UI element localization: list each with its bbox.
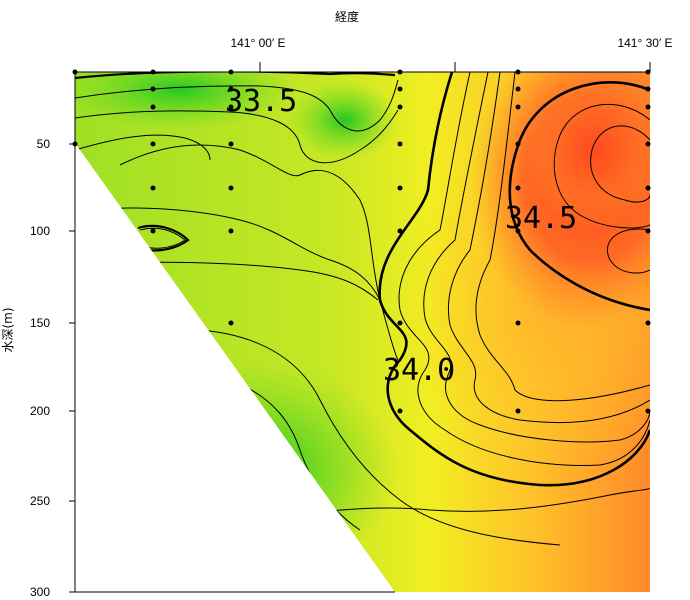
station-dot xyxy=(645,320,651,326)
station-dot xyxy=(397,104,403,110)
y-tick-label: 150 xyxy=(30,316,50,330)
station-dot xyxy=(645,104,651,110)
station-dot xyxy=(645,185,651,191)
station-dot xyxy=(397,228,403,234)
y-tick-label: 300 xyxy=(30,585,50,599)
station-dot xyxy=(515,185,521,191)
station-dot xyxy=(228,228,234,234)
station-dot xyxy=(150,104,156,110)
station-dot xyxy=(645,228,651,234)
station-dot xyxy=(150,86,156,92)
station-dot xyxy=(397,86,403,92)
station-dot xyxy=(645,408,651,414)
station-dot xyxy=(515,141,521,147)
x-tick-label: 141° 30′ E xyxy=(617,36,672,50)
station-dot xyxy=(150,228,156,234)
station-dot xyxy=(228,86,234,92)
station-dot xyxy=(515,104,521,110)
contour-34-0 xyxy=(378,72,650,487)
station-dot xyxy=(397,141,403,147)
station-dot xyxy=(397,185,403,191)
station-dot xyxy=(397,408,403,414)
station-dot xyxy=(150,141,156,147)
station-dot xyxy=(645,141,651,147)
contour-34-5 xyxy=(508,81,650,312)
station-dots xyxy=(72,69,651,414)
contour-label-34-0: 34.0 xyxy=(383,353,455,388)
station-dot xyxy=(515,408,521,414)
y-tick-label: 200 xyxy=(30,404,50,418)
station-dot xyxy=(515,320,521,326)
station-dot xyxy=(150,185,156,191)
axes xyxy=(69,62,651,593)
station-dot xyxy=(515,86,521,92)
y-tick-label: 250 xyxy=(30,494,50,508)
station-dot xyxy=(228,320,234,326)
station-dot xyxy=(645,86,651,92)
station-dot xyxy=(397,320,403,326)
station-dot xyxy=(228,104,234,110)
y-tick-label: 100 xyxy=(30,224,50,238)
x-tick-label: 141° 00′ E xyxy=(230,36,285,50)
station-dot xyxy=(228,141,234,147)
station-dot xyxy=(228,185,234,191)
y-tick-label: 50 xyxy=(37,137,51,151)
contour-label-34-5: 34.5 xyxy=(505,201,577,236)
x-axis-title: 経度 xyxy=(335,9,359,24)
contour-label-33-5: 33.5 xyxy=(225,84,297,119)
y-axis-title: 水深(m) xyxy=(1,307,15,352)
station-dot xyxy=(515,228,521,234)
